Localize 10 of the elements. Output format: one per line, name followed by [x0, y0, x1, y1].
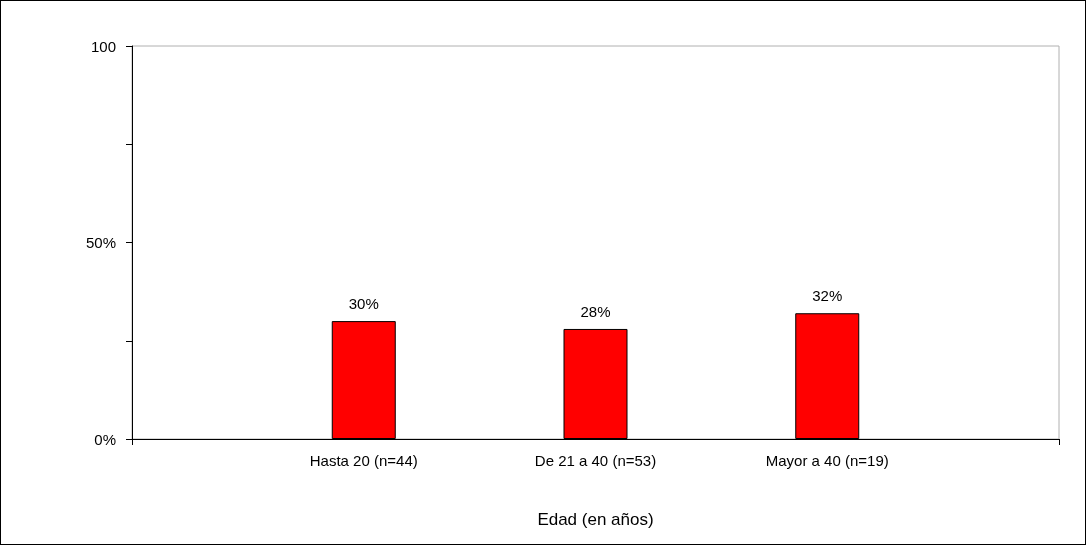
y-tick-label: 0% — [94, 430, 116, 448]
y-tick-label: 50% — [85, 234, 116, 251]
x-tick-label: Hasta 20 (n=44) — [309, 452, 418, 469]
data-label: 30% — [348, 295, 379, 313]
x-tick-label: Mayor a 40 (n=19) — [765, 452, 889, 469]
x-axis-title: Edad (en años) — [537, 510, 654, 529]
data-label: 28% — [580, 302, 611, 320]
data-label: 32% — [812, 287, 843, 305]
y-tick-label: 100 — [90, 37, 116, 55]
x-tick-label: De 21 a 40 (n=53) — [534, 452, 657, 469]
